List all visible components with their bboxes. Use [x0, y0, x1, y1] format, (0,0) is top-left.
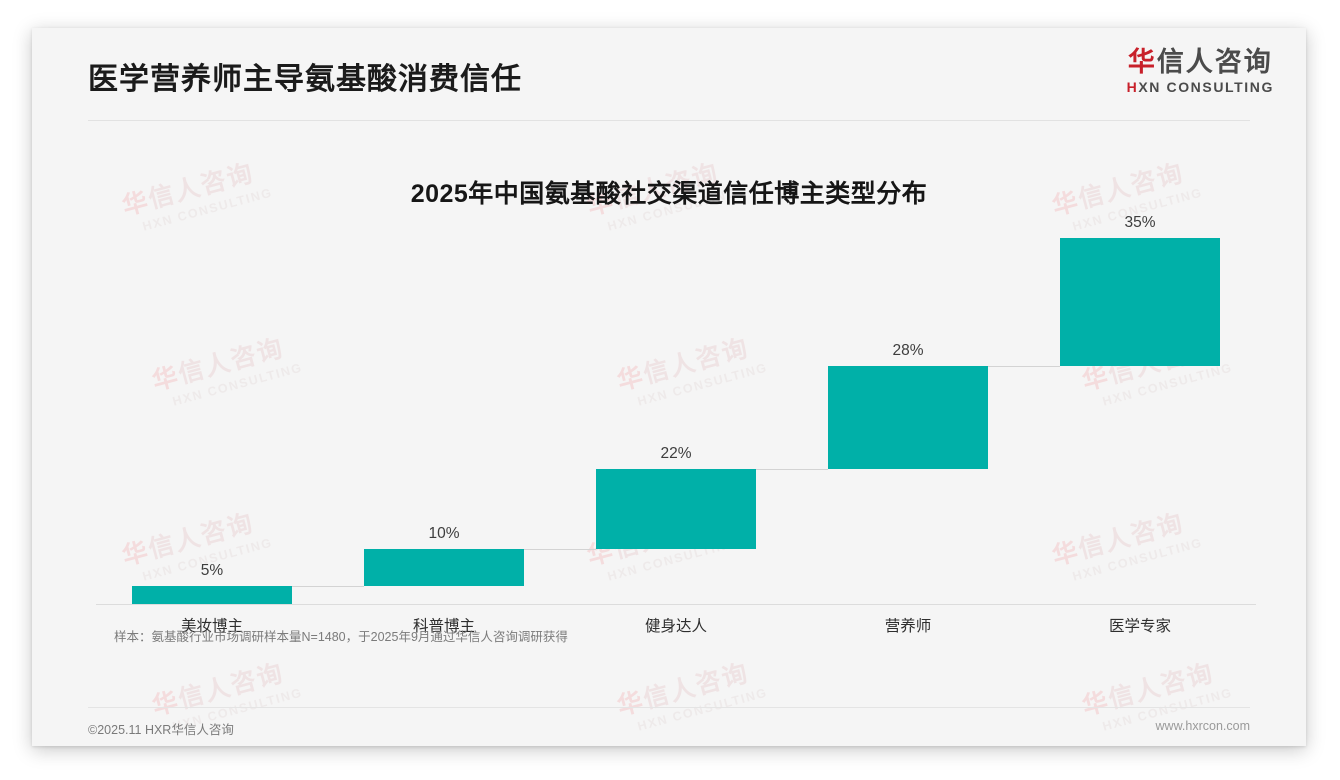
logo-cn-rest: 信人咨询 [1156, 47, 1273, 77]
waterfall-bar [132, 585, 292, 604]
waterfall-bar [596, 468, 756, 550]
bar-value-label: 35% [1124, 214, 1156, 231]
source-footnote: 样本：氨基酸行业市场调研样本量N=1480，于2025年9月通过华信人咨询调研获… [114, 630, 568, 644]
slide-header: 医学营养师主导氨基酸消费信任 华信人咨询 HXN CONSULTING [32, 28, 1306, 120]
x-axis-line [96, 604, 1256, 605]
footer-divider [88, 707, 1250, 708]
waterfall-connector [524, 549, 596, 551]
logo-cn-highlight: 华 [1127, 47, 1157, 77]
company-logo: 华信人咨询 HXN CONSULTING [1127, 48, 1274, 96]
waterfall-plot-area: 5% 10% 22% 28% 35% [96, 214, 1256, 604]
waterfall-connector [292, 585, 364, 587]
waterfall-bar [1060, 238, 1220, 367]
logo-en-rest: XN CONSULTING [1138, 79, 1274, 96]
chart-title: 2025年中国氨基酸社交渠道信任博主类型分布 [410, 180, 928, 208]
waterfall-bar [364, 549, 524, 586]
slide-footer: ©2025.11 HXR华信人咨询 www.hxrcon.com [32, 707, 1306, 746]
chart-container: 2025年中国氨基酸社交渠道信任博主类型分布 5% 10% 22% 28% 35% 美妆… [32, 120, 1306, 705]
bar-value-label: 28% [892, 342, 924, 360]
header-divider [88, 120, 1250, 121]
slide-canvas: 华信人咨询 HXN CONSULTING 华信人咨询 HXN CONSULTING 华信… [32, 28, 1306, 746]
bar-value-label: 22% [660, 444, 692, 462]
x-axis-label: 医学专家 [1108, 618, 1171, 635]
x-axis-label: 美妆博主 [180, 618, 243, 635]
waterfall-bar [828, 366, 988, 469]
website-url: www.hxrcon.com [1155, 719, 1250, 733]
waterfall-connector [756, 468, 828, 470]
page-title: 医学营养师主导氨基酸消费信任 [88, 63, 522, 96]
x-axis-label: 健身达人 [644, 618, 707, 635]
bar-value-label: 10% [428, 525, 460, 543]
x-axis-label: 营养师 [884, 618, 932, 635]
logo-chinese-text: 华信人咨询 [1127, 48, 1274, 76]
logo-en-highlight: H [1126, 79, 1139, 96]
logo-english-text: HXN CONSULTING [1127, 79, 1274, 95]
bar-value-label: 5% [200, 561, 224, 579]
waterfall-connector [988, 366, 1060, 368]
x-axis-label: 科普博主 [412, 618, 475, 635]
copyright-text: ©2025.11 HXR华信人咨询 [88, 723, 234, 737]
